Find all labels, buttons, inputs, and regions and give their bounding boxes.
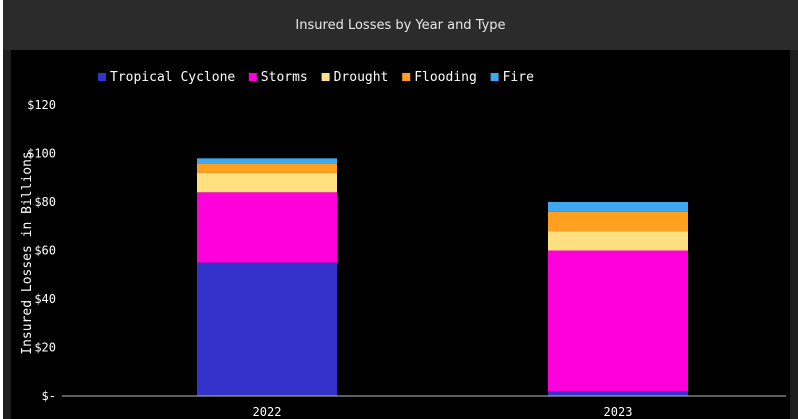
legend-swatch	[490, 73, 499, 81]
y-tick-label: $40	[34, 292, 56, 306]
bar-segment-2023-tropical-cyclone	[548, 391, 688, 396]
legend: Tropical Cyclone Storms Drought Flooding Fir…	[98, 70, 534, 85]
bars	[197, 158, 688, 396]
legend-swatch	[248, 73, 257, 81]
bar-segment-2023-flooding	[548, 211, 688, 232]
y-tick-label: $120	[27, 98, 56, 112]
legend-label: Flooding	[414, 70, 477, 85]
bar-segment-2023-fire	[548, 202, 688, 212]
bar-segment-2022-storms	[197, 192, 337, 263]
y-tick-label: $100	[27, 147, 56, 161]
y-tick-label: $20	[34, 341, 56, 355]
bar-segment-2022-drought	[197, 172, 337, 193]
legend-swatch	[321, 73, 330, 81]
legend-label: Fire	[503, 70, 534, 85]
y-tick-label: $-	[42, 389, 56, 403]
bar-segment-2022-tropical-cyclone	[197, 262, 337, 396]
bar-segment-2023-drought	[548, 231, 688, 251]
left-border-strip	[3, 50, 11, 419]
legend-label: Storms	[261, 70, 308, 85]
bar-segment-2022-fire	[197, 158, 337, 164]
x-axis: 2022 2023	[62, 395, 786, 419]
right-border-strip	[790, 50, 798, 419]
y-axis: $- $20 $40 $60 $80 $100 $120	[27, 98, 56, 403]
legend-label: Drought	[334, 70, 389, 85]
bar-segment-2023-storms	[548, 250, 688, 392]
y-axis-label: Insured Losses in Billions	[20, 151, 35, 355]
x-tick-label: 2022	[253, 405, 282, 419]
legend-swatch	[98, 73, 106, 81]
title-bar: Insured Losses by Year and Type	[3, 0, 798, 50]
chart-title: Insured Losses by Year and Type	[295, 17, 506, 33]
legend-label: Tropical Cyclone	[110, 70, 235, 85]
legend-swatch	[402, 73, 411, 81]
y-tick-label: $60	[34, 244, 56, 258]
y-tick-label: $80	[34, 195, 56, 209]
bar-segment-2022-flooding	[197, 163, 337, 173]
x-tick-label: 2023	[604, 405, 633, 419]
